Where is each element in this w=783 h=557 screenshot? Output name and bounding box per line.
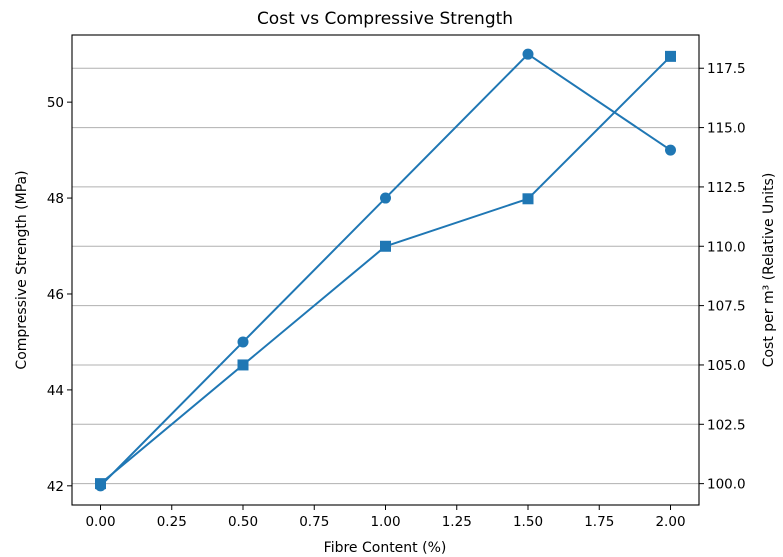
y2-tick-label: 102.5 [707,417,746,433]
x-tick-label: 1.00 [370,514,400,530]
x-axis-title: Fibre Content (%) [324,540,447,556]
chart-title: Cost vs Compressive Strength [257,9,513,29]
y2-tick-label: 112.5 [707,180,746,196]
y2-tick-label: 100.0 [707,477,746,493]
circle-marker [380,192,391,204]
circle-marker [237,336,249,348]
square-marker [237,359,249,371]
y2-tick-label: 105.0 [707,358,746,374]
y-tick-label: 44 [47,383,64,399]
y2-tick-label: 117.5 [707,61,746,77]
x-tick-label: 1.75 [584,514,614,530]
data-markers [95,48,676,492]
y-tick-label: 48 [47,191,64,207]
y-tick-label: 50 [47,95,64,111]
x-tick-label: 0.50 [228,514,258,530]
y-axis-title-left: Compressive Strength (MPa) [14,170,30,369]
y-axis-title-right: Cost per m³ (Relative Units) [761,173,777,368]
x-tick-label: 2.00 [655,514,685,530]
y-axis-left: 42 44 46 48 50 [47,95,72,495]
square-marker [665,50,676,62]
y-tick-label: 46 [47,287,64,303]
x-tick-label: 1.50 [513,514,543,530]
square-marker [380,240,391,252]
x-tick-label: 0.75 [299,514,329,530]
x-tick-label: 0.25 [157,514,187,530]
circle-marker [665,144,676,156]
x-tick-label: 1.25 [442,514,472,530]
x-axis: 0.00 0.25 0.50 0.75 1.00 1.25 1.50 1.75 2.00 [85,505,686,530]
y-tick-label: 42 [47,479,64,495]
square-marker [95,478,106,490]
y2-tick-label: 110.0 [707,239,746,255]
square-marker [522,193,534,205]
y-axis-right: 100.0 102.5 105.0 107.5 110.0 112.5 115.0 117.5 [699,61,746,493]
circle-marker [522,48,534,60]
y2-tick-label: 107.5 [707,299,746,315]
y2-tick-label: 115.0 [707,121,746,137]
x-tick-label: 0.00 [85,514,115,530]
